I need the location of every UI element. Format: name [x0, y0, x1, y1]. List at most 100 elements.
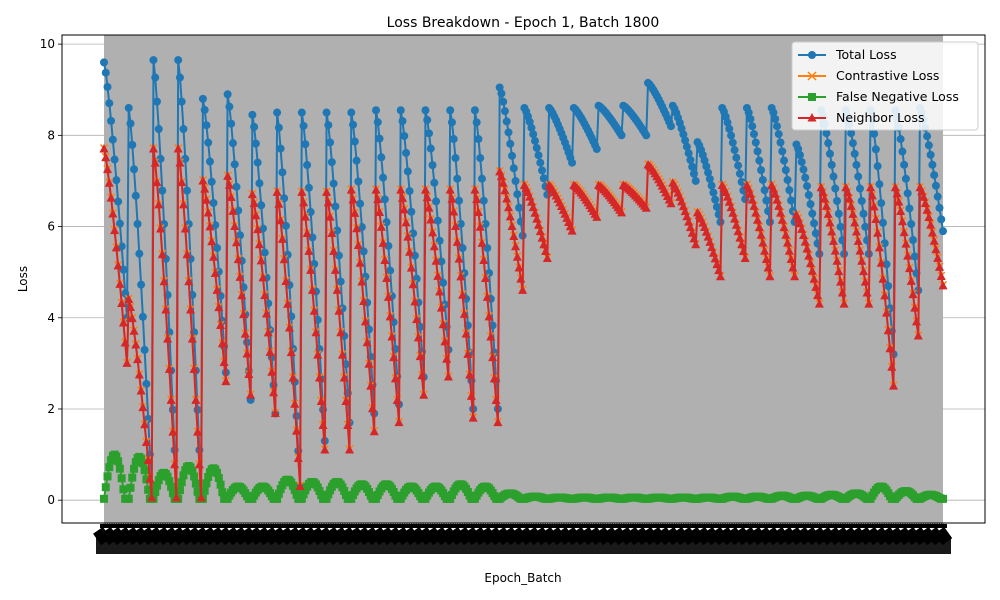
- neighbor-loss-point: [385, 311, 395, 321]
- total-loss-point: [774, 130, 783, 139]
- neighbor-loss-point: [256, 255, 266, 265]
- neighbor-loss-point: [617, 207, 627, 217]
- total-loss-point: [785, 186, 794, 195]
- neighbor-loss-point: [254, 239, 264, 249]
- neighbor-loss-point: [247, 189, 257, 199]
- false-negative-loss-point: [292, 490, 301, 499]
- total-loss-point: [859, 209, 868, 218]
- total-loss-point: [456, 219, 465, 228]
- total-loss-point: [177, 97, 186, 106]
- false-negative-loss-point: [202, 479, 211, 488]
- neighbor-loss-point: [415, 351, 425, 361]
- false-negative-loss-point: [151, 487, 160, 496]
- neighbor-loss-point: [876, 258, 886, 267]
- total-loss-point: [204, 138, 213, 147]
- neighbor-loss-point: [302, 228, 312, 238]
- neighbor-loss-point: [844, 193, 854, 203]
- neighbor-loss-point: [813, 290, 823, 300]
- total-loss-point: [880, 239, 889, 248]
- neighbor-loss-point: [168, 427, 178, 436]
- total-loss-point: [931, 181, 940, 190]
- total-loss-point: [179, 125, 188, 134]
- total-loss-point: [825, 149, 834, 158]
- neighbor-loss-point: [807, 266, 817, 275]
- legend-label: Neighbor Loss: [836, 110, 924, 125]
- neighbor-loss-point: [111, 242, 121, 252]
- total-loss-point: [432, 197, 441, 206]
- false-negative-loss-point: [179, 471, 188, 480]
- neighbor-loss-point: [458, 290, 468, 299]
- neighbor-loss-point: [472, 194, 482, 203]
- neighbor-loss-point: [754, 222, 764, 232]
- neighbor-loss-point: [318, 420, 328, 429]
- total-loss-point: [727, 131, 736, 140]
- total-loss-point: [458, 244, 467, 253]
- neighbor-loss-point: [740, 253, 750, 262]
- false-negative-loss-point: [117, 474, 126, 483]
- total-loss-point: [207, 177, 216, 186]
- total-loss-point: [829, 172, 838, 181]
- total-loss-point: [398, 117, 407, 126]
- total-loss-point: [728, 138, 737, 147]
- neighbor-loss-point: [180, 223, 190, 233]
- total-loss-point: [403, 167, 412, 176]
- y-tick-label: 10: [40, 37, 55, 51]
- neighbor-loss-point: [392, 395, 402, 405]
- neighbor-loss-point: [242, 349, 252, 358]
- total-loss-point: [497, 89, 506, 98]
- neighbor-loss-point: [880, 290, 890, 300]
- neighbor-loss-point: [353, 240, 363, 249]
- neighbor-loss-point: [482, 292, 492, 301]
- neighbor-loss-point: [330, 265, 340, 274]
- neighbor-loss-point: [134, 369, 144, 379]
- total-loss-point: [108, 135, 117, 144]
- total-loss-point: [350, 137, 359, 146]
- total-loss-point: [509, 164, 518, 173]
- total-loss-point: [248, 110, 257, 119]
- neighbor-loss-point: [283, 299, 293, 308]
- neighbor-loss-point: [150, 158, 160, 167]
- total-loss-point: [499, 97, 508, 106]
- total-loss-point: [412, 274, 421, 283]
- total-loss-point: [712, 202, 721, 211]
- total-loss-point: [382, 218, 391, 227]
- neighbor-loss-point: [869, 201, 879, 211]
- total-loss-point: [861, 222, 870, 231]
- total-loss-point: [530, 136, 539, 145]
- total-loss-point: [276, 144, 285, 153]
- neighbor-loss-point: [380, 255, 390, 265]
- neighbor-loss-point: [839, 299, 849, 308]
- total-loss-point: [384, 241, 393, 250]
- total-loss-point: [568, 158, 577, 167]
- false-negative-loss-point: [140, 466, 149, 475]
- neighbor-loss-point: [263, 327, 273, 337]
- total-loss-point: [689, 169, 698, 178]
- total-loss-point: [933, 192, 942, 201]
- total-loss-point: [898, 147, 907, 156]
- neighbor-loss-point: [336, 327, 346, 337]
- y-tick-label: 4: [47, 311, 55, 325]
- total-loss-point: [100, 58, 108, 67]
- neighbor-loss-point: [426, 214, 436, 224]
- neighbor-loss-point: [154, 199, 164, 209]
- neighbor-loss-point: [756, 230, 766, 239]
- x-axis-label: Epoch_Batch: [484, 571, 561, 585]
- false-negative-loss-point: [152, 481, 161, 490]
- total-loss-point: [433, 216, 442, 225]
- total-loss-point: [250, 122, 259, 131]
- neighbor-loss-point: [194, 459, 204, 469]
- total-loss-point: [400, 131, 409, 140]
- neighbor-loss-point: [790, 271, 800, 281]
- total-loss-point: [504, 128, 513, 137]
- neighbor-loss-point: [436, 303, 446, 312]
- neighbor-loss-point: [118, 317, 128, 327]
- neighbor-loss-point: [367, 403, 377, 413]
- neighbor-loss-point: [170, 459, 180, 469]
- total-loss-point: [103, 82, 112, 91]
- total-loss-point: [730, 146, 739, 155]
- total-loss-point: [101, 68, 110, 77]
- total-loss-point: [877, 199, 886, 208]
- total-loss-point: [112, 176, 121, 185]
- total-loss-point: [472, 118, 481, 127]
- neighbor-loss-point: [286, 347, 296, 357]
